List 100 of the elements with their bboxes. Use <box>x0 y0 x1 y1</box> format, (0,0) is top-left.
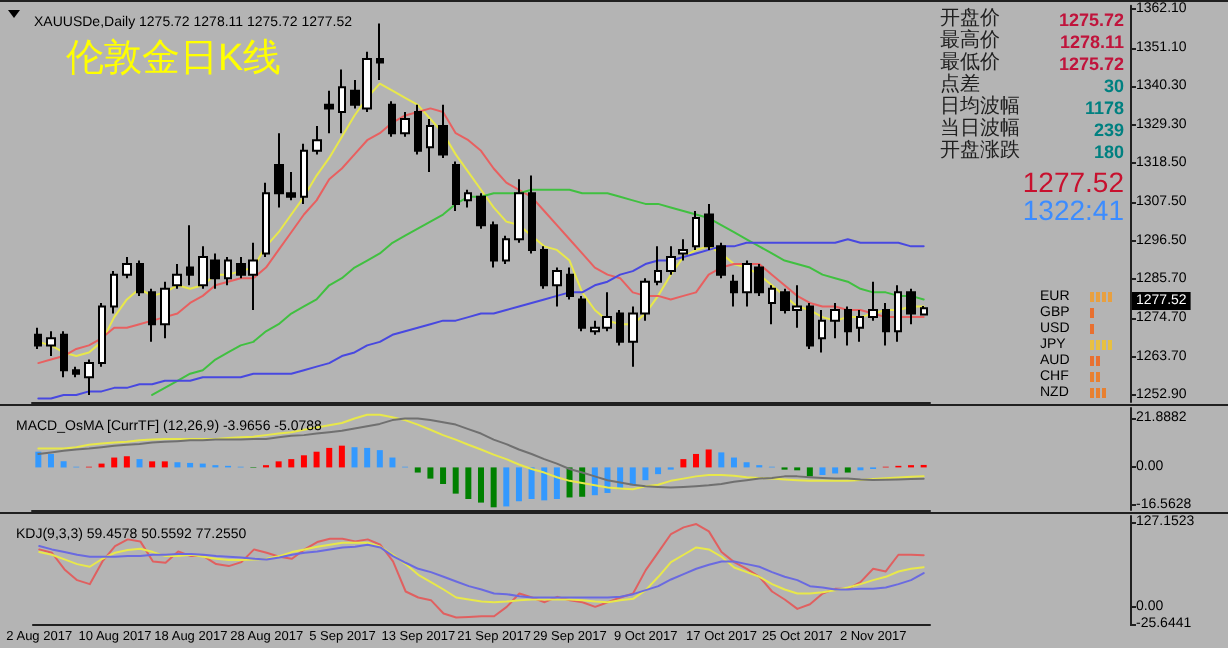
bar <box>680 459 687 468</box>
bar <box>515 467 522 502</box>
bar <box>338 445 345 468</box>
bar <box>161 461 168 468</box>
bar <box>541 467 548 501</box>
candlestick <box>136 259 144 297</box>
text: 最高价 <box>940 30 1000 52</box>
bar <box>478 467 484 503</box>
candlestick <box>818 309 826 354</box>
bar <box>47 453 54 468</box>
bar <box>705 449 712 468</box>
candlestick <box>262 181 270 258</box>
candlestick <box>490 220 498 269</box>
line-series <box>37 238 925 400</box>
text: 1178 <box>1084 98 1124 118</box>
candlestick <box>414 103 422 156</box>
candlestick <box>552 266 562 308</box>
bar <box>819 467 826 476</box>
bar <box>693 453 700 468</box>
text: 当日波幅 <box>940 118 1020 140</box>
text: 30 <box>1103 76 1124 96</box>
bar <box>844 467 851 473</box>
candlestick <box>514 178 524 244</box>
bar <box>629 467 636 486</box>
candlestick <box>566 266 574 301</box>
candlestick <box>868 280 878 322</box>
bar <box>364 447 371 468</box>
bar <box>743 462 750 468</box>
candlestick <box>844 305 852 347</box>
bar <box>490 467 497 508</box>
bar <box>718 452 725 468</box>
candlestick <box>426 118 434 174</box>
candlestick <box>476 192 486 230</box>
line-series <box>151 188 925 396</box>
candlestick <box>300 142 308 205</box>
candlestick <box>464 188 472 209</box>
bar <box>149 461 156 468</box>
candlestick <box>172 263 182 290</box>
bar <box>452 467 459 494</box>
candlestick <box>540 245 548 290</box>
candlestick <box>882 301 890 347</box>
text: 开盘涨跌 <box>940 140 1020 162</box>
candlestick <box>578 294 586 333</box>
text: 239 <box>1093 120 1124 140</box>
candlestick <box>110 270 118 315</box>
bar <box>326 447 333 468</box>
candlestick <box>324 89 334 135</box>
candlestick <box>376 22 384 82</box>
bar <box>427 467 434 479</box>
candlestick <box>312 125 322 156</box>
candlestick <box>34 326 42 350</box>
candlestick <box>692 209 700 251</box>
candlestick <box>906 287 916 326</box>
candlestick <box>72 365 80 379</box>
bar <box>313 451 320 468</box>
bar <box>376 450 383 468</box>
candlestick <box>338 68 346 135</box>
text: 点差 <box>940 74 980 96</box>
bar <box>136 459 143 468</box>
candlestick <box>666 245 676 276</box>
bar <box>389 457 396 468</box>
bar <box>174 462 181 468</box>
text: 1322:41 <box>1022 194 1124 226</box>
bar <box>300 455 307 468</box>
candlestick <box>528 174 536 255</box>
text: 1275.72 <box>1058 10 1124 30</box>
bar <box>832 467 839 474</box>
bar <box>111 457 118 468</box>
candlestick <box>388 100 396 138</box>
bar <box>642 467 649 481</box>
bar <box>528 467 535 500</box>
bar <box>730 457 737 468</box>
candlestick <box>148 287 156 343</box>
bar <box>275 461 282 468</box>
candlestick <box>122 255 132 280</box>
text: 1277.52 <box>1022 166 1124 198</box>
candlestick <box>46 330 56 358</box>
bar <box>60 461 67 468</box>
text: 180 <box>1093 142 1124 162</box>
candlestick <box>856 309 864 343</box>
candlestick <box>98 301 106 368</box>
candlestick <box>768 284 776 326</box>
candlestick <box>186 224 194 287</box>
candlestick <box>894 284 902 343</box>
bar <box>806 467 813 477</box>
candlestick <box>452 160 460 212</box>
bar <box>123 456 130 468</box>
candlestick <box>84 358 94 396</box>
candlestick <box>678 238 688 262</box>
bar <box>655 467 662 475</box>
text: 开盘价 <box>940 8 1000 30</box>
text: 伦敦金日K线 <box>66 38 282 80</box>
candlestick <box>224 255 232 287</box>
candlestick <box>806 301 814 350</box>
text: 日均波幅 <box>940 96 1020 118</box>
bar <box>351 447 358 468</box>
candlestick <box>830 301 840 340</box>
candlestick <box>654 245 662 287</box>
bar <box>553 467 560 500</box>
text: 1275.72 <box>1058 54 1124 74</box>
